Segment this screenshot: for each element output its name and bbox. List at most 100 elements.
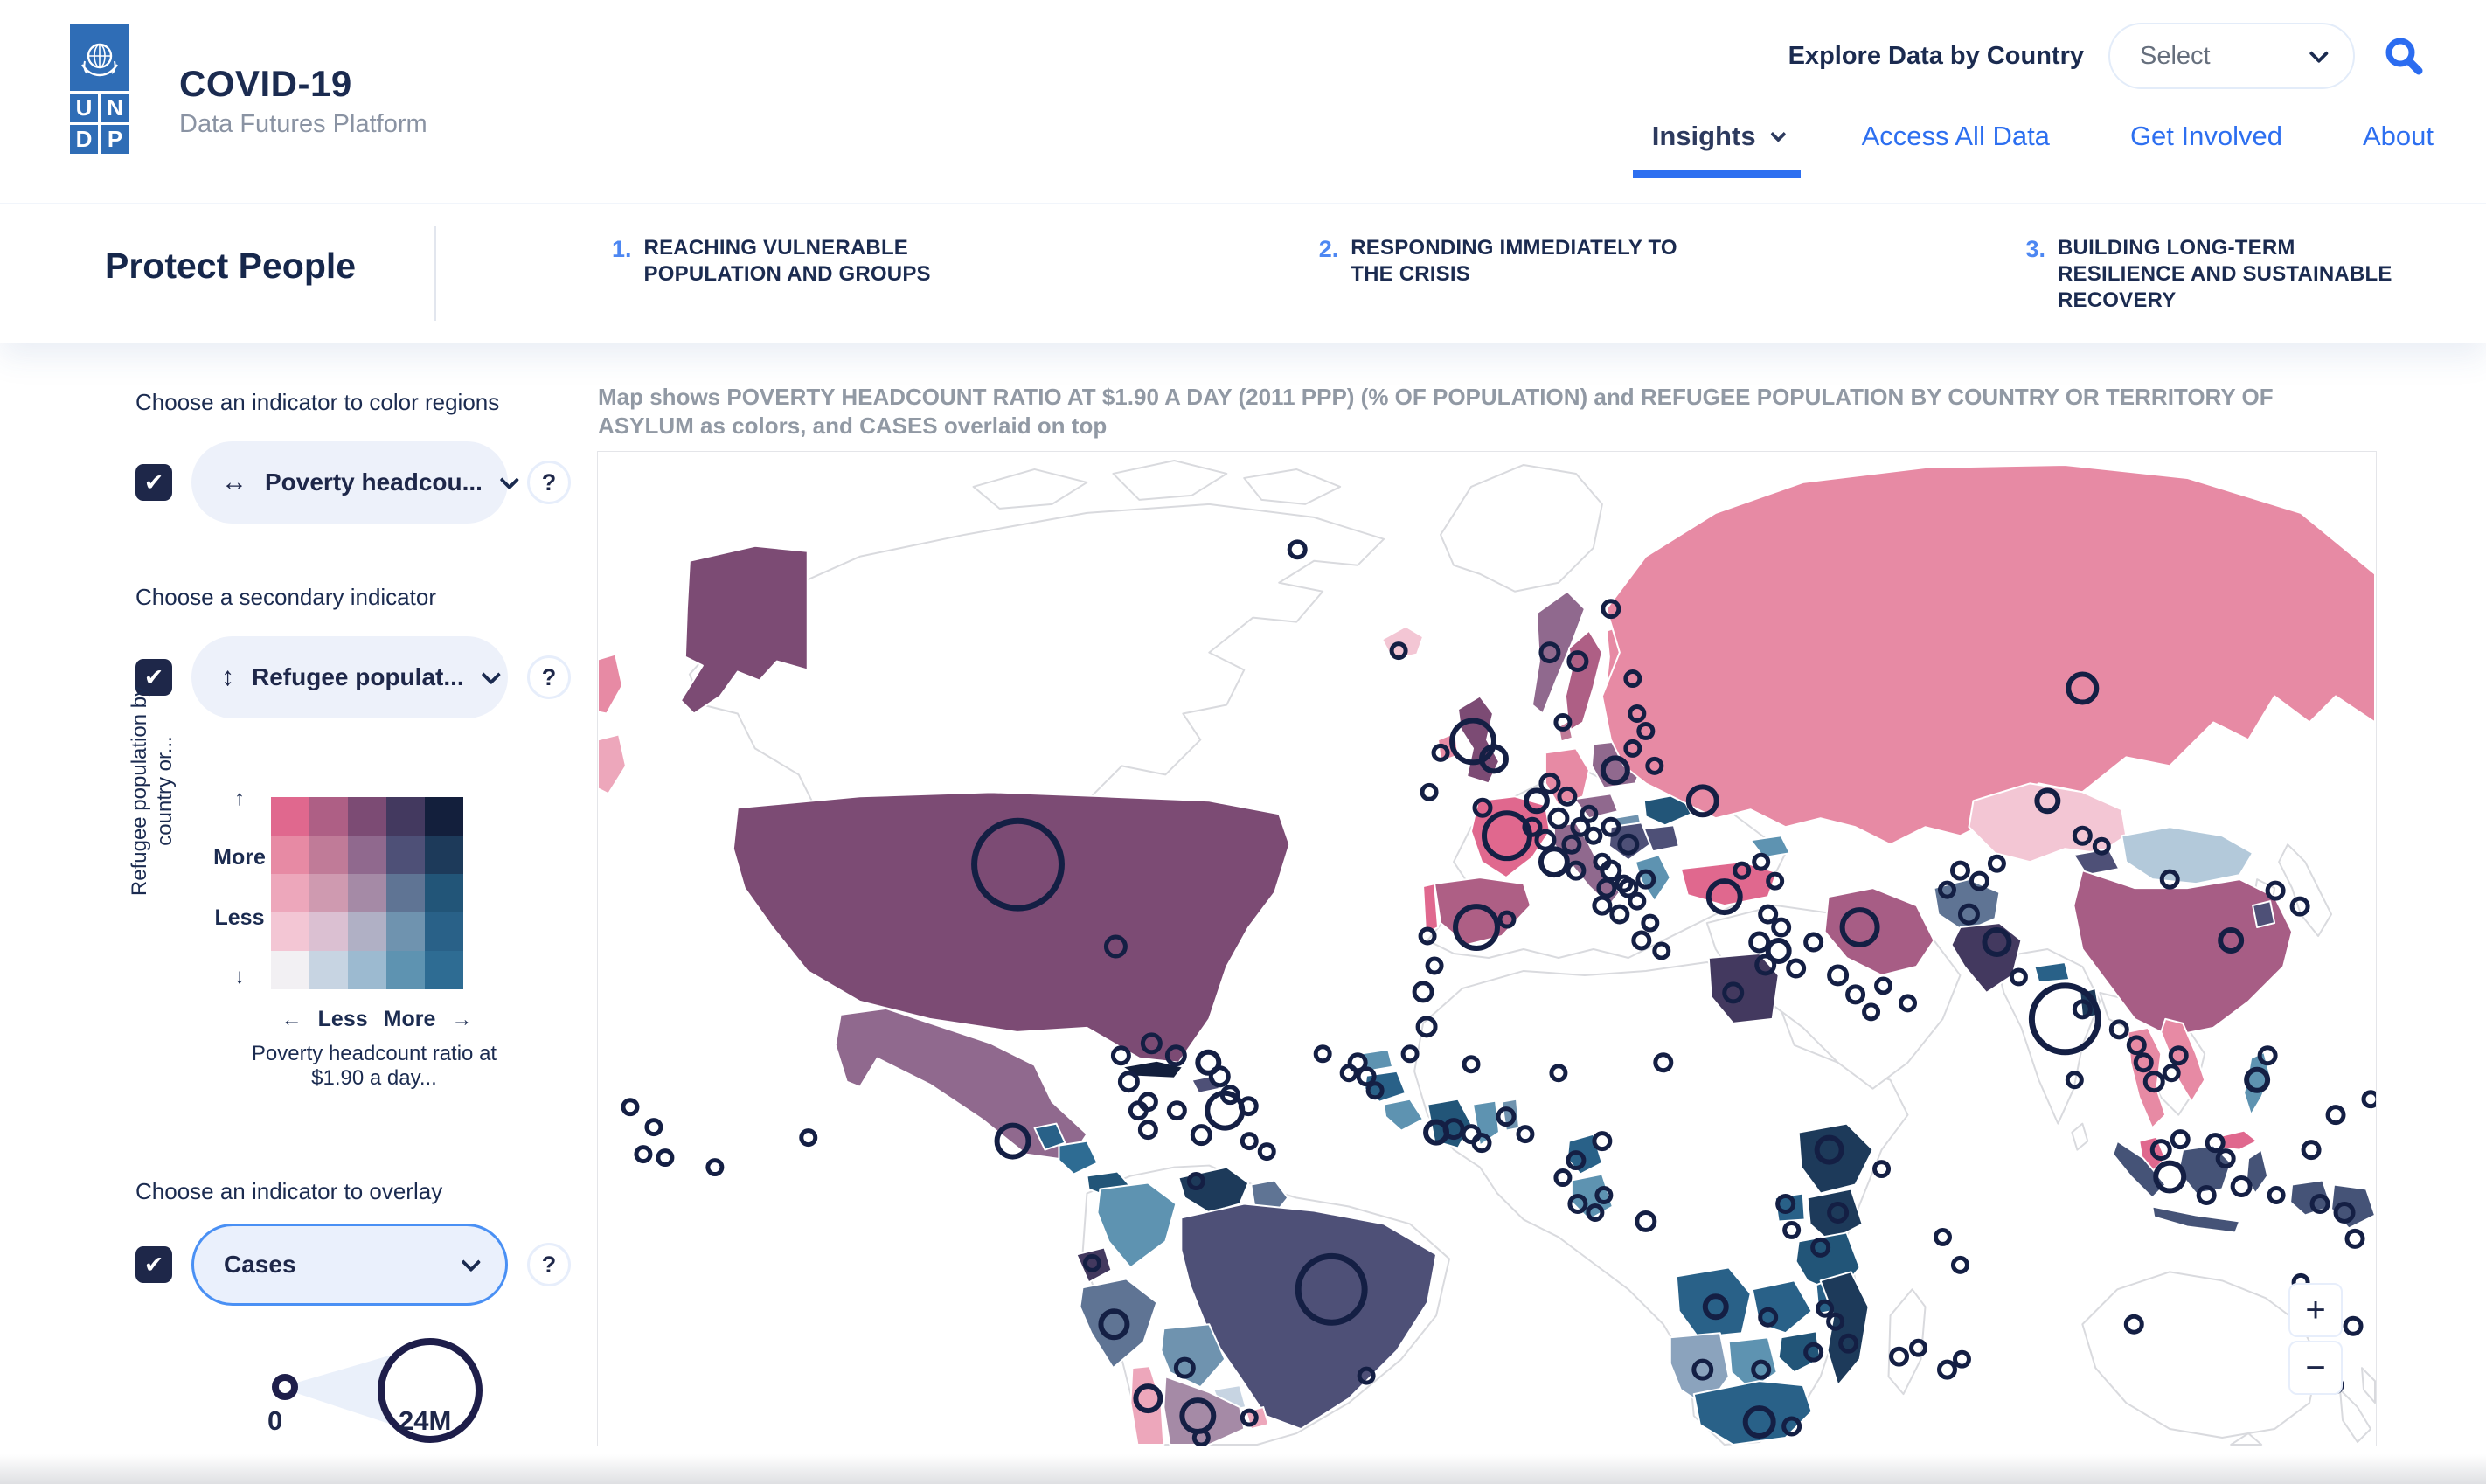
cases-bubble[interactable]	[1449, 718, 1496, 766]
cases-bubble[interactable]	[1601, 816, 1621, 837]
cases-bubble[interactable]	[994, 1122, 1031, 1160]
cases-bubble[interactable]	[1137, 1092, 1158, 1113]
cases-bubble[interactable]	[1752, 852, 1771, 871]
cases-bubble[interactable]	[1826, 1312, 1845, 1331]
cases-bubble[interactable]	[1592, 895, 1613, 916]
cases-bubble[interactable]	[1586, 1203, 1605, 1222]
landmass-outline[interactable]	[1243, 468, 1342, 505]
cases-bubble[interactable]	[2108, 1019, 2129, 1040]
step-tab-2[interactable]: 2. RESPONDING IMMEDIATELY TO THE CRISIS	[1319, 235, 1719, 314]
cases-bubble[interactable]	[1191, 1428, 1211, 1446]
nav-insights[interactable]: Insights	[1632, 121, 1801, 178]
cases-bubble[interactable]	[1628, 704, 1647, 723]
country-region-peru[interactable]	[1079, 1278, 1158, 1370]
cases-bubble[interactable]	[2092, 836, 2111, 856]
cases-bubble[interactable]	[1538, 641, 1561, 664]
cases-bubble[interactable]	[971, 817, 1065, 912]
cases-bubble[interactable]	[1758, 1307, 1779, 1328]
undp-logo[interactable]: U N D P	[70, 24, 129, 156]
cases-bubble[interactable]	[1838, 1333, 1859, 1354]
cases-bubble[interactable]	[2162, 1064, 2181, 1083]
cases-bubble[interactable]	[2361, 1090, 2376, 1109]
cases-bubble[interactable]	[1874, 976, 1893, 995]
cases-bubble[interactable]	[2265, 880, 2286, 901]
cases-bubble[interactable]	[1781, 1416, 1802, 1437]
cases-bubble[interactable]	[2289, 896, 2310, 917]
cases-bubble[interactable]	[1472, 797, 1493, 818]
cases-bubble[interactable]	[2123, 1314, 2144, 1335]
cases-bubble[interactable]	[1442, 1118, 1465, 1141]
cases-bubble[interactable]	[1580, 804, 1599, 823]
country-region-venezuela[interactable]	[1177, 1166, 1250, 1214]
cases-bubble[interactable]	[1765, 938, 1792, 964]
cases-bubble[interactable]	[1982, 927, 2012, 957]
country-region-pakistan[interactable]	[1950, 922, 2023, 994]
country-region-bulgaria[interactable]	[1642, 824, 1680, 853]
landmass-outline[interactable]	[2230, 1432, 2263, 1446]
cases-bubble[interactable]	[1462, 1055, 1481, 1074]
cases-bubble[interactable]	[1195, 1049, 1222, 1076]
country-region-indonesia-sumatra[interactable]	[2112, 1140, 2167, 1199]
secondary-indicator-select[interactable]: ↕ Refugee populat...	[191, 636, 508, 718]
cases-bubble[interactable]	[1471, 1133, 1492, 1154]
cases-bubble[interactable]	[2309, 1194, 2330, 1214]
cases-bubble[interactable]	[1751, 1359, 1772, 1380]
country-region-usa[interactable]	[732, 791, 1291, 1064]
cases-bubble[interactable]	[1952, 1349, 1971, 1369]
cases-bubble[interactable]	[1889, 1346, 1910, 1367]
country-region-mexico[interactable]	[834, 1007, 1088, 1162]
cases-bubble[interactable]	[1872, 1160, 1892, 1179]
cases-bubble[interactable]	[2126, 1035, 2147, 1056]
cases-bubble[interactable]	[2034, 787, 2061, 815]
country-region-chukotka-wrap-1[interactable]	[598, 653, 623, 715]
cases-bubble[interactable]	[656, 1148, 675, 1168]
cases-bubble[interactable]	[1592, 1131, 1613, 1152]
cases-bubble[interactable]	[1742, 1405, 1776, 1439]
landmass-outline[interactable]	[2339, 1389, 2372, 1444]
cases-bubble[interactable]	[1645, 756, 1664, 775]
cases-bubble[interactable]	[1497, 910, 1517, 929]
cases-bubble[interactable]	[1523, 787, 1550, 815]
cases-bubble[interactable]	[1479, 744, 1509, 774]
cases-bubble[interactable]	[1400, 1044, 1420, 1064]
cases-bubble[interactable]	[1623, 739, 1642, 758]
country-region-caucasus[interactable]	[1749, 835, 1791, 859]
cases-bubble[interactable]	[1412, 981, 1434, 1003]
cases-bubble[interactable]	[1420, 782, 1439, 801]
cases-bubble[interactable]	[1522, 816, 1543, 837]
cases-bubble[interactable]	[1601, 599, 1621, 620]
cases-bubble[interactable]	[1431, 743, 1450, 762]
cases-bubble[interactable]	[1594, 1186, 1614, 1204]
cases-bubble[interactable]	[1098, 1308, 1130, 1341]
cases-bubble[interactable]	[2230, 1175, 2253, 1197]
cases-bubble[interactable]	[1685, 784, 1719, 818]
cases-bubble[interactable]	[1786, 958, 1807, 979]
cases-bubble[interactable]	[1553, 1168, 1573, 1188]
cases-bubble[interactable]	[1827, 964, 1850, 987]
cases-bubble[interactable]	[1133, 1383, 1163, 1414]
cases-bubble[interactable]	[1636, 721, 1656, 740]
nav-about[interactable]: About	[2362, 121, 2434, 151]
cases-bubble[interactable]	[1609, 904, 1630, 925]
country-region-honduras-nicaragua[interactable]	[1058, 1140, 1099, 1175]
cases-bubble[interactable]	[2344, 1228, 2365, 1249]
cases-bubble[interactable]	[1754, 954, 1777, 976]
country-region-uganda[interactable]	[1774, 1192, 1806, 1223]
cases-bubble[interactable]	[1082, 1253, 1101, 1272]
landmass-outline[interactable]	[1887, 1288, 1927, 1396]
cases-bubble[interactable]	[2343, 1315, 2364, 1336]
primary-help-button[interactable]: ?	[527, 461, 571, 504]
cases-bubble[interactable]	[2170, 1129, 2191, 1150]
country-select[interactable]: Select	[2108, 23, 2355, 89]
cases-bubble[interactable]	[1584, 826, 1603, 845]
country-region-russia[interactable]	[1601, 463, 2376, 846]
landmass-outline[interactable]	[1112, 459, 1228, 501]
overlay-indicator-select[interactable]: Cases	[191, 1224, 508, 1306]
zoom-in-button[interactable]: +	[2288, 1283, 2343, 1337]
landmass-outline[interactable]	[1440, 463, 1603, 593]
cases-bubble[interactable]	[1635, 869, 1656, 890]
cases-bubble[interactable]	[1566, 650, 1589, 673]
cases-bubble[interactable]	[1570, 816, 1591, 837]
cases-bubble[interactable]	[1691, 1358, 1714, 1381]
cases-bubble[interactable]	[1600, 755, 1630, 786]
